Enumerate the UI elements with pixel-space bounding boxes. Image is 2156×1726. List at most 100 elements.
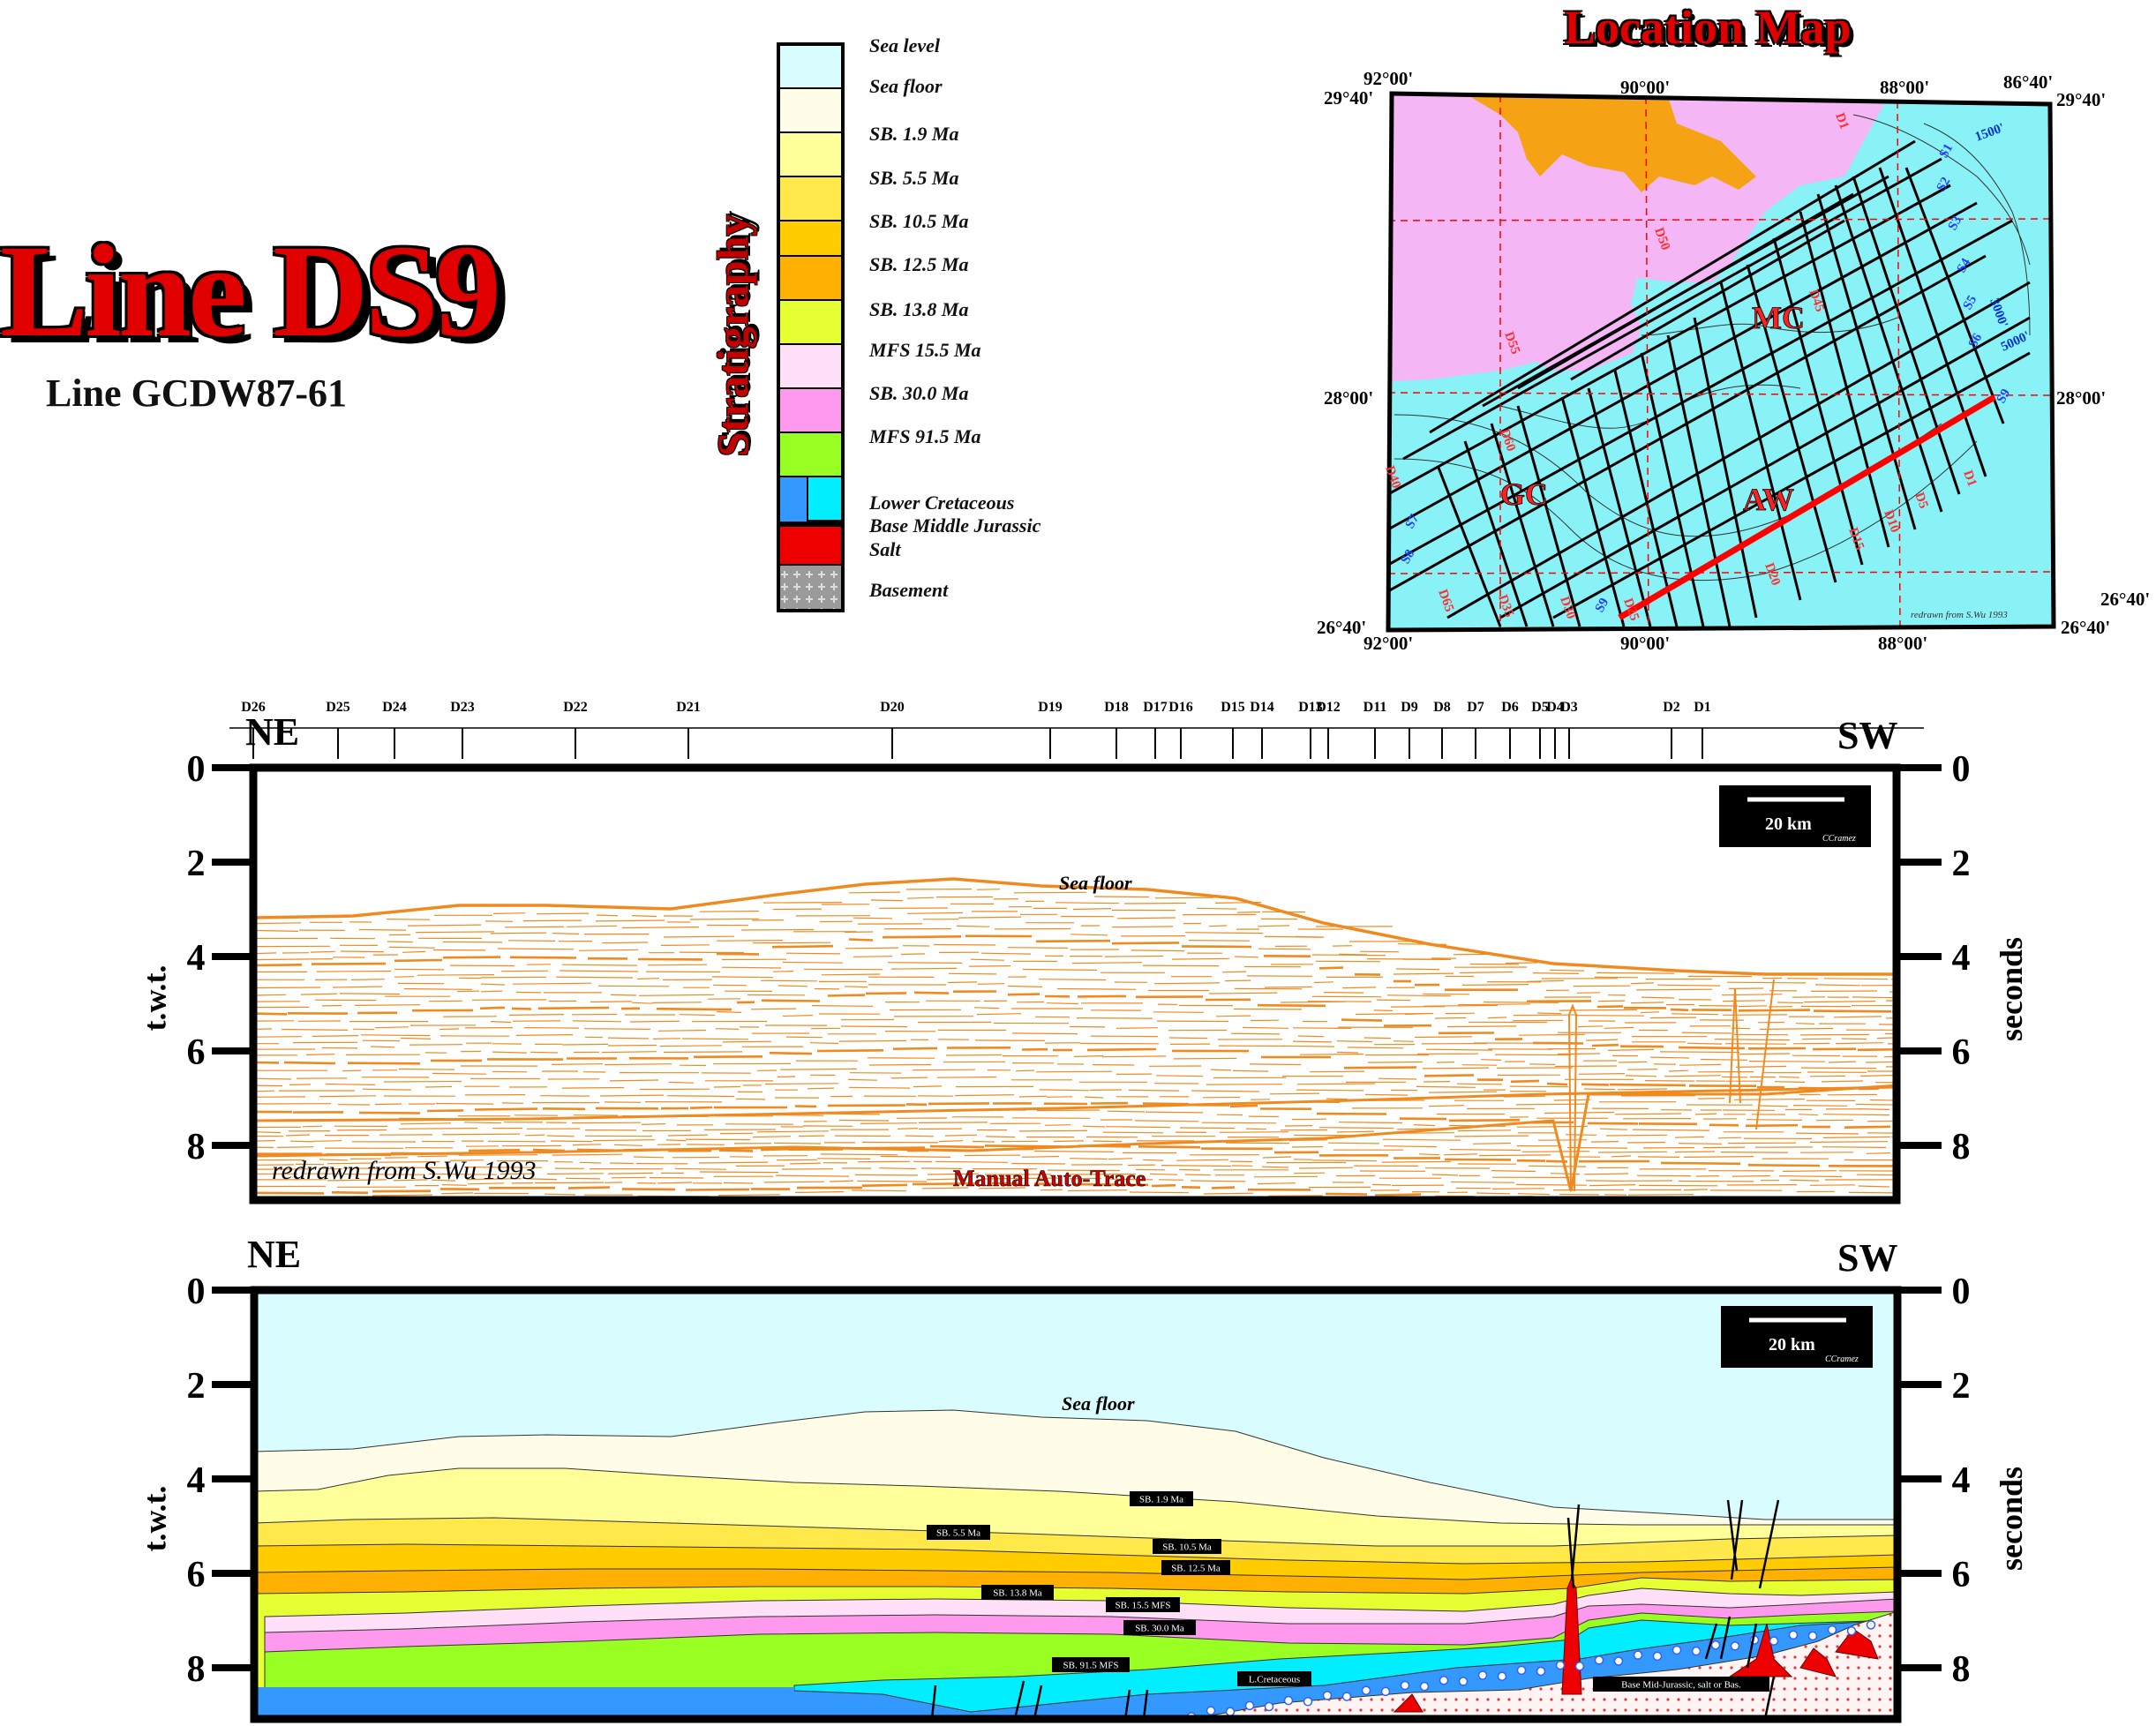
seismic-reflector: [253, 1173, 1897, 1194]
section-top-label: D3: [1560, 700, 1578, 715]
legend-label-base-middle-jurassic: Base Middle Jurassic: [869, 514, 1041, 537]
seismic-reflector: [253, 1039, 1897, 1084]
legend-label-sea-level: Sea level: [869, 34, 941, 56]
seismic-reflector: [253, 1094, 1897, 1122]
interpreted-section-panel: NE SW: [212, 1233, 1942, 1723]
basement-marker: [1633, 1650, 1643, 1660]
interp-left-direction: NE: [247, 1233, 301, 1276]
section-scale-text: 20 km: [1765, 814, 1812, 834]
section-scale-bar: [1719, 785, 1871, 847]
section-top-label: D6: [1501, 700, 1519, 715]
legend-label-sea-floor: Sea floor: [869, 75, 943, 97]
map-line-label-s4: S4: [1955, 256, 1974, 275]
interp-scale-text: 20 km: [1769, 1335, 1815, 1355]
map-line-label-s9: S9: [1994, 386, 2014, 406]
basement-marker: [1516, 1665, 1527, 1676]
basement-marker: [1652, 1651, 1663, 1662]
map-coord-tl-lon: 92°00': [1363, 68, 1413, 89]
seismic-reflector: [253, 1061, 1897, 1101]
legend-swatch-sb-12-5: [778, 255, 844, 301]
legend-label-basement: Basement: [869, 579, 949, 601]
horizon-label-box: [1153, 1539, 1221, 1554]
section-top-label: D17: [1143, 700, 1168, 715]
seismic-reflector: [253, 1084, 1897, 1192]
basement-marker: [1322, 1691, 1333, 1700]
seismic-reflector: [253, 943, 1897, 1019]
section-top-label: D8: [1433, 700, 1451, 715]
section-top-label: D15: [1221, 700, 1245, 715]
map-coord-tr-lat: 29°40': [2056, 89, 2106, 110]
section-top-label: D23: [450, 700, 475, 715]
interp-ytick-label-right: 2: [1952, 1366, 1971, 1407]
horizon-label: SB. 5.5 Ma: [936, 1528, 980, 1539]
seismic-reflector: [253, 896, 1897, 987]
legend-swatch-sea-level: [778, 43, 844, 89]
basement-marker: [1730, 1641, 1740, 1651]
section-top-label: D5: [1531, 700, 1549, 715]
basement-marker: [1788, 1630, 1799, 1640]
seismic-section-panel: D26 D25 D24 D23 D22 D21 D20 D19 D18 D17 D16 D15 D14 D…: [212, 700, 1942, 1204]
map-coord-br-lat: 26°40': [2100, 589, 2150, 610]
map-coord-tl-lat: 29°40': [1324, 87, 1373, 109]
map-line-label-s9-end: S9: [1593, 596, 1612, 615]
map-coord-bl-lat: 26°40': [1317, 617, 1366, 638]
section-ytick-label-left: 0: [187, 749, 206, 790]
legend-swatch-sb-1-9: [778, 131, 844, 177]
section-top-label: D12: [1316, 700, 1341, 715]
legend-label-sb-12-5: SB. 12.5 Ma: [869, 253, 969, 275]
map-line-label-s7: S7: [1403, 512, 1423, 531]
map-region-mc: MC: [1752, 300, 1805, 335]
interp-ytick-label-left: 4: [187, 1460, 206, 1501]
basement-marker: [1671, 1645, 1682, 1655]
section-top-label: D2: [1663, 700, 1680, 715]
basement-marker: [1380, 1686, 1391, 1697]
basement-marker: [1574, 1662, 1585, 1671]
legend-label-salt: Salt: [869, 538, 901, 560]
legend-swatch-mfs-91-5: [778, 432, 844, 477]
basement-marker: [1807, 1631, 1818, 1641]
map-coord-bl-lon: 92°00': [1363, 633, 1413, 654]
section-top-label: D19: [1038, 700, 1063, 715]
section-ytick-label-right: 0: [1952, 749, 1971, 790]
map-coord-bottom-mid: 90°00': [1620, 633, 1670, 654]
legend-swatch-sb-13-8: [778, 299, 844, 345]
map-line-label-d5: D5: [1912, 491, 1930, 511]
interp-ytick-label-left: 2: [187, 1366, 206, 1407]
interp-ytick-label-right: 8: [1952, 1649, 1971, 1690]
map-line-labels-blue: S1 S2 S3 S4 S5 S6 S7 S8 S9 S9: [1399, 141, 2014, 615]
legend-swatch-basement: [778, 564, 844, 612]
seismic-reflector: [253, 965, 1897, 1036]
seismic-reflector: [253, 1160, 1896, 1182]
interp-scale-bar: [1721, 1306, 1873, 1368]
stratigraphy-legend: [777, 42, 845, 612]
section-credit: redrawn from S.Wu 1993: [272, 1156, 536, 1185]
basement-marker: [1594, 1655, 1604, 1665]
section-left-direction: NE: [245, 710, 299, 754]
horizon-label-box: [1161, 1560, 1230, 1575]
map-line-label-s6: S6: [1966, 331, 1986, 350]
legend-label-sb-5-5: SB. 5.5 Ma: [869, 167, 959, 189]
seismic-reflector: [1729, 979, 1775, 1130]
map-region-aw: AW: [1743, 482, 1794, 517]
seismic-reflector: [253, 934, 1897, 1013]
seismic-reflector: [253, 1021, 1897, 1074]
section-top-label: D11: [1363, 700, 1387, 715]
map-coord-tr-lon: 86°40': [2003, 71, 2053, 93]
horizon-label-box: [1237, 1671, 1311, 1686]
section-top-label: D21: [676, 700, 701, 715]
horizon-label: SB. 12.5 Ma: [1171, 1564, 1221, 1574]
section-top-label: D20: [880, 700, 905, 715]
horizon-label-box: [1130, 1491, 1193, 1506]
horizon-label-box: [1106, 1597, 1180, 1612]
horizon-label-box: [981, 1585, 1054, 1600]
basement-marker: [1827, 1625, 1837, 1635]
section-top-label: D18: [1104, 700, 1129, 715]
map-line-label-s3: S3: [1946, 214, 1965, 233]
map-region-gc: GC: [1500, 477, 1548, 512]
seismic-reflector: [253, 1013, 1897, 1069]
legend-label-mfs-15-5: MFS 15.5 Ma: [869, 339, 981, 361]
legend-label-lower-cretaceous: Lower Cretaceous: [869, 492, 1015, 514]
section-ytick-label-left: 4: [187, 938, 206, 979]
basement-marker: [1555, 1660, 1566, 1670]
interp-sea-floor-label: Sea floor: [1062, 1392, 1135, 1415]
